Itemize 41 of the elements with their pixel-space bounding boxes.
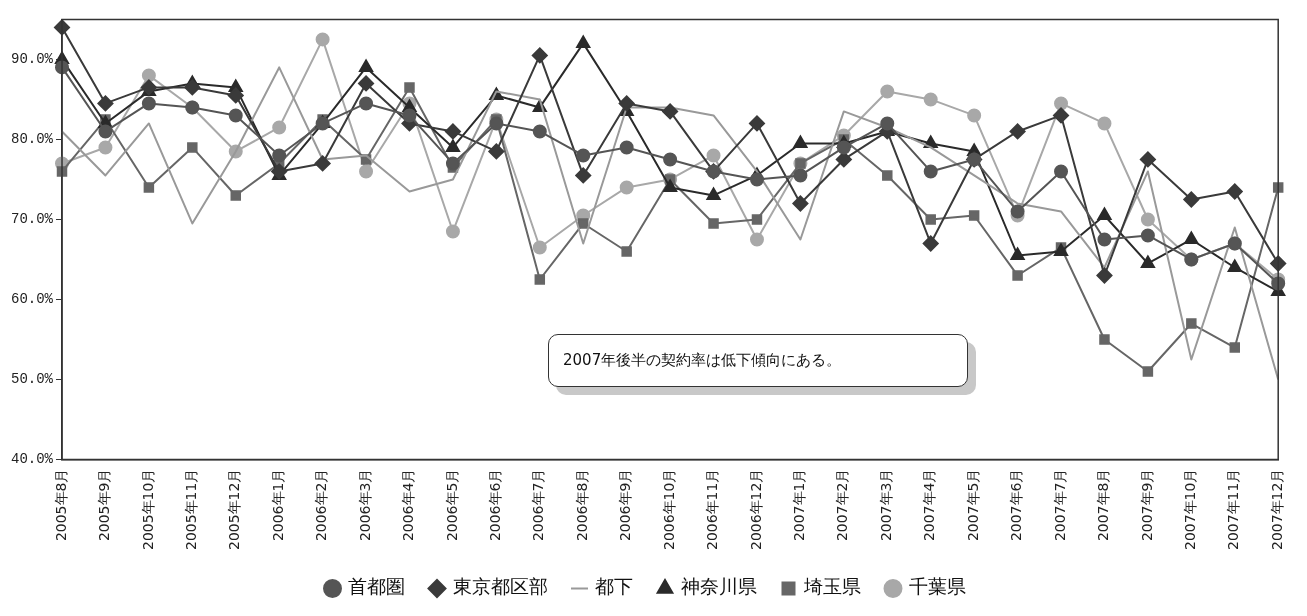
x-tick-label: 2007年8月 <box>1095 468 1112 542</box>
legend-label: 埼玉県 <box>803 575 861 598</box>
x-tick-label: 2006年1月 <box>269 468 286 542</box>
x-tick-label: 2007年9月 <box>1138 468 1155 542</box>
x-tick-label: 2006年2月 <box>313 468 330 542</box>
legend-label: 神奈川県 <box>680 575 757 598</box>
x-tick-label: 2005年11月 <box>182 468 199 551</box>
x-tick-label: 2007年11月 <box>1225 468 1242 551</box>
x-tick-label: 2006年12月 <box>747 468 764 551</box>
y-tick-label: 50.0% <box>10 371 54 388</box>
x-tick-label: 2006年10月 <box>660 468 677 551</box>
legend-label: 首都圏 <box>348 575 405 598</box>
legend-label: 東京都区部 <box>452 575 548 598</box>
y-tick-label: 90.0% <box>10 51 54 68</box>
y-tick-label: 80.0% <box>10 131 54 148</box>
legend-label: 都下 <box>595 575 633 598</box>
x-tick-label: 2006年8月 <box>573 468 590 542</box>
x-tick-label: 2007年12月 <box>1268 468 1285 551</box>
y-tick-label: 60.0% <box>10 291 54 308</box>
x-tick-label: 2007年7月 <box>1051 468 1068 542</box>
x-tick-label: 2006年5月 <box>443 468 460 542</box>
x-tick-label: 2006年4月 <box>400 468 417 542</box>
x-tick-label: 2007年3月 <box>877 468 894 542</box>
x-tick-label: 2007年1月 <box>791 468 808 542</box>
x-tick-label: 2006年3月 <box>356 468 373 542</box>
x-tick-label: 2007年2月 <box>834 468 851 542</box>
x-tick-label: 2006年7月 <box>530 468 547 542</box>
x-tick-label: 2006年9月 <box>617 468 634 542</box>
x-tick-label: 2007年6月 <box>1008 468 1025 542</box>
x-tick-label: 2005年8月 <box>52 468 69 542</box>
x-tick-label: 2005年10月 <box>139 468 156 551</box>
x-tick-label: 2005年9月 <box>96 468 113 542</box>
x-tick-label: 2006年6月 <box>487 468 503 542</box>
x-tick-label: 2006年11月 <box>704 468 721 551</box>
legend-label: 千葉県 <box>908 575 966 598</box>
y-tick-label: 70.0% <box>10 211 54 228</box>
x-tick-label: 2007年5月 <box>964 468 981 542</box>
x-tick-label: 2007年10月 <box>1181 468 1198 551</box>
y-tick-label: 40.0% <box>10 451 54 468</box>
x-tick-label: 2005年12月 <box>226 468 243 551</box>
x-tick-label: 2007年4月 <box>921 468 938 542</box>
